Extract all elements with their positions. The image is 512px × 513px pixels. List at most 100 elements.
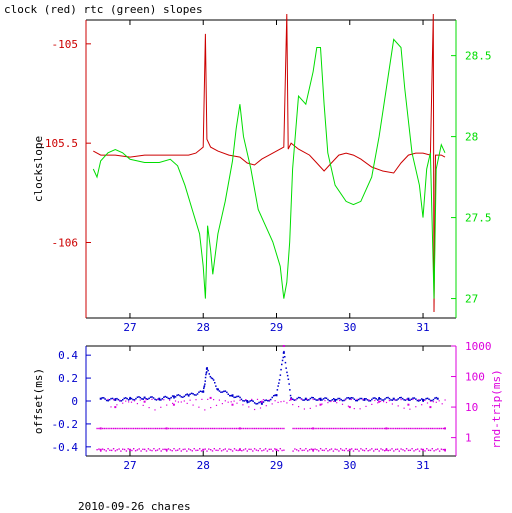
offset-point	[318, 398, 320, 400]
round-trip-point	[376, 448, 378, 450]
top-x-tick-label: 30	[343, 321, 356, 334]
round-trip-point	[217, 449, 219, 452]
offset-point	[378, 397, 380, 399]
bottom-y-tick-label: 0.4	[58, 349, 78, 362]
round-trip-point	[359, 408, 361, 410]
bottom-x-tick-label: 28	[197, 459, 210, 472]
round-trip-point	[303, 449, 305, 451]
round-trip-point	[303, 427, 305, 430]
offset-point	[243, 400, 246, 402]
offset-point	[155, 399, 158, 401]
round-trip-point	[184, 427, 186, 430]
round-trip-point	[420, 448, 422, 450]
round-trip-point	[129, 449, 131, 451]
round-trip-point	[378, 450, 380, 452]
round-trip-point	[332, 427, 335, 430]
offset-point	[267, 400, 269, 402]
offset-point	[311, 396, 313, 399]
round-trip-point	[259, 448, 261, 450]
offset-point	[426, 397, 429, 400]
round-trip-point	[312, 448, 315, 451]
round-trip-point	[374, 427, 377, 430]
offset-point	[179, 394, 181, 397]
round-trip-point	[427, 449, 430, 451]
round-trip-point	[198, 406, 200, 408]
round-trip-point	[400, 399, 402, 401]
offset-point	[259, 401, 262, 403]
round-trip-point	[215, 449, 217, 451]
round-trip-point	[406, 398, 408, 400]
round-trip-point	[340, 448, 342, 450]
round-trip-point	[233, 448, 236, 450]
round-trip-point	[435, 401, 437, 403]
round-trip-point	[310, 427, 313, 430]
round-trip-point	[416, 427, 419, 430]
offset-point	[216, 388, 218, 390]
offset-point	[203, 386, 205, 388]
round-trip-point	[270, 427, 272, 430]
round-trip-point	[281, 449, 283, 452]
round-trip-point	[166, 427, 168, 430]
bottom-y-right-tick-label: 1	[465, 432, 472, 445]
offset-point	[268, 400, 271, 402]
round-trip-point	[99, 448, 102, 451]
round-trip-point	[207, 398, 209, 400]
top-y-tick-label: -105.5	[38, 137, 78, 150]
offset-point	[123, 397, 125, 400]
round-trip-point	[279, 427, 281, 430]
round-trip-point	[158, 448, 161, 450]
round-trip-point	[103, 427, 106, 430]
round-trip-point	[213, 399, 215, 401]
round-trip-point	[301, 449, 303, 452]
round-trip-point	[250, 448, 252, 451]
round-trip-point	[391, 403, 393, 405]
round-trip-point	[253, 448, 256, 450]
offset-point	[188, 395, 190, 397]
round-trip-point	[186, 450, 188, 452]
offset-point	[421, 398, 423, 400]
round-trip-point	[112, 427, 115, 430]
bottom-y-right-tick-label: 100	[465, 371, 485, 384]
offset-point	[111, 397, 114, 400]
round-trip-point	[333, 400, 335, 402]
round-trip-point	[367, 450, 369, 452]
round-trip-point	[241, 450, 243, 452]
round-trip-point	[362, 449, 364, 451]
bottom-y-axis-label: offset(ms)	[32, 368, 45, 434]
round-trip-point	[363, 427, 366, 430]
offset-point	[207, 369, 209, 372]
offset-point	[363, 398, 366, 400]
round-trip-point	[295, 399, 297, 401]
offset-point	[214, 382, 216, 384]
round-trip-point	[177, 449, 179, 451]
round-trip-point	[131, 449, 133, 452]
round-trip-point	[184, 448, 186, 450]
round-trip-point	[213, 427, 215, 430]
round-trip-point	[429, 427, 432, 430]
round-trip-point	[384, 427, 386, 430]
round-trip-point	[380, 427, 382, 430]
round-trip-point	[341, 427, 344, 430]
offset-point	[353, 398, 356, 400]
offset-point	[365, 398, 367, 400]
round-trip-point	[109, 449, 111, 451]
offset-point	[190, 392, 193, 395]
round-trip-point	[330, 448, 333, 450]
offset-point	[258, 401, 260, 404]
offset-point	[208, 373, 210, 375]
offset-point	[203, 387, 205, 390]
round-trip-point	[230, 401, 232, 403]
round-trip-point	[261, 427, 263, 430]
round-trip-point	[127, 427, 129, 430]
round-trip-point	[246, 427, 248, 430]
round-trip-point	[398, 450, 400, 452]
offset-point	[127, 399, 130, 401]
offset-point	[231, 394, 234, 397]
round-trip-point	[299, 448, 302, 450]
round-trip-point	[280, 401, 282, 403]
round-trip-point	[242, 404, 244, 406]
offset-point	[154, 398, 156, 401]
round-trip-point	[248, 448, 250, 450]
offset-point	[168, 397, 171, 400]
offset-point	[215, 385, 217, 387]
